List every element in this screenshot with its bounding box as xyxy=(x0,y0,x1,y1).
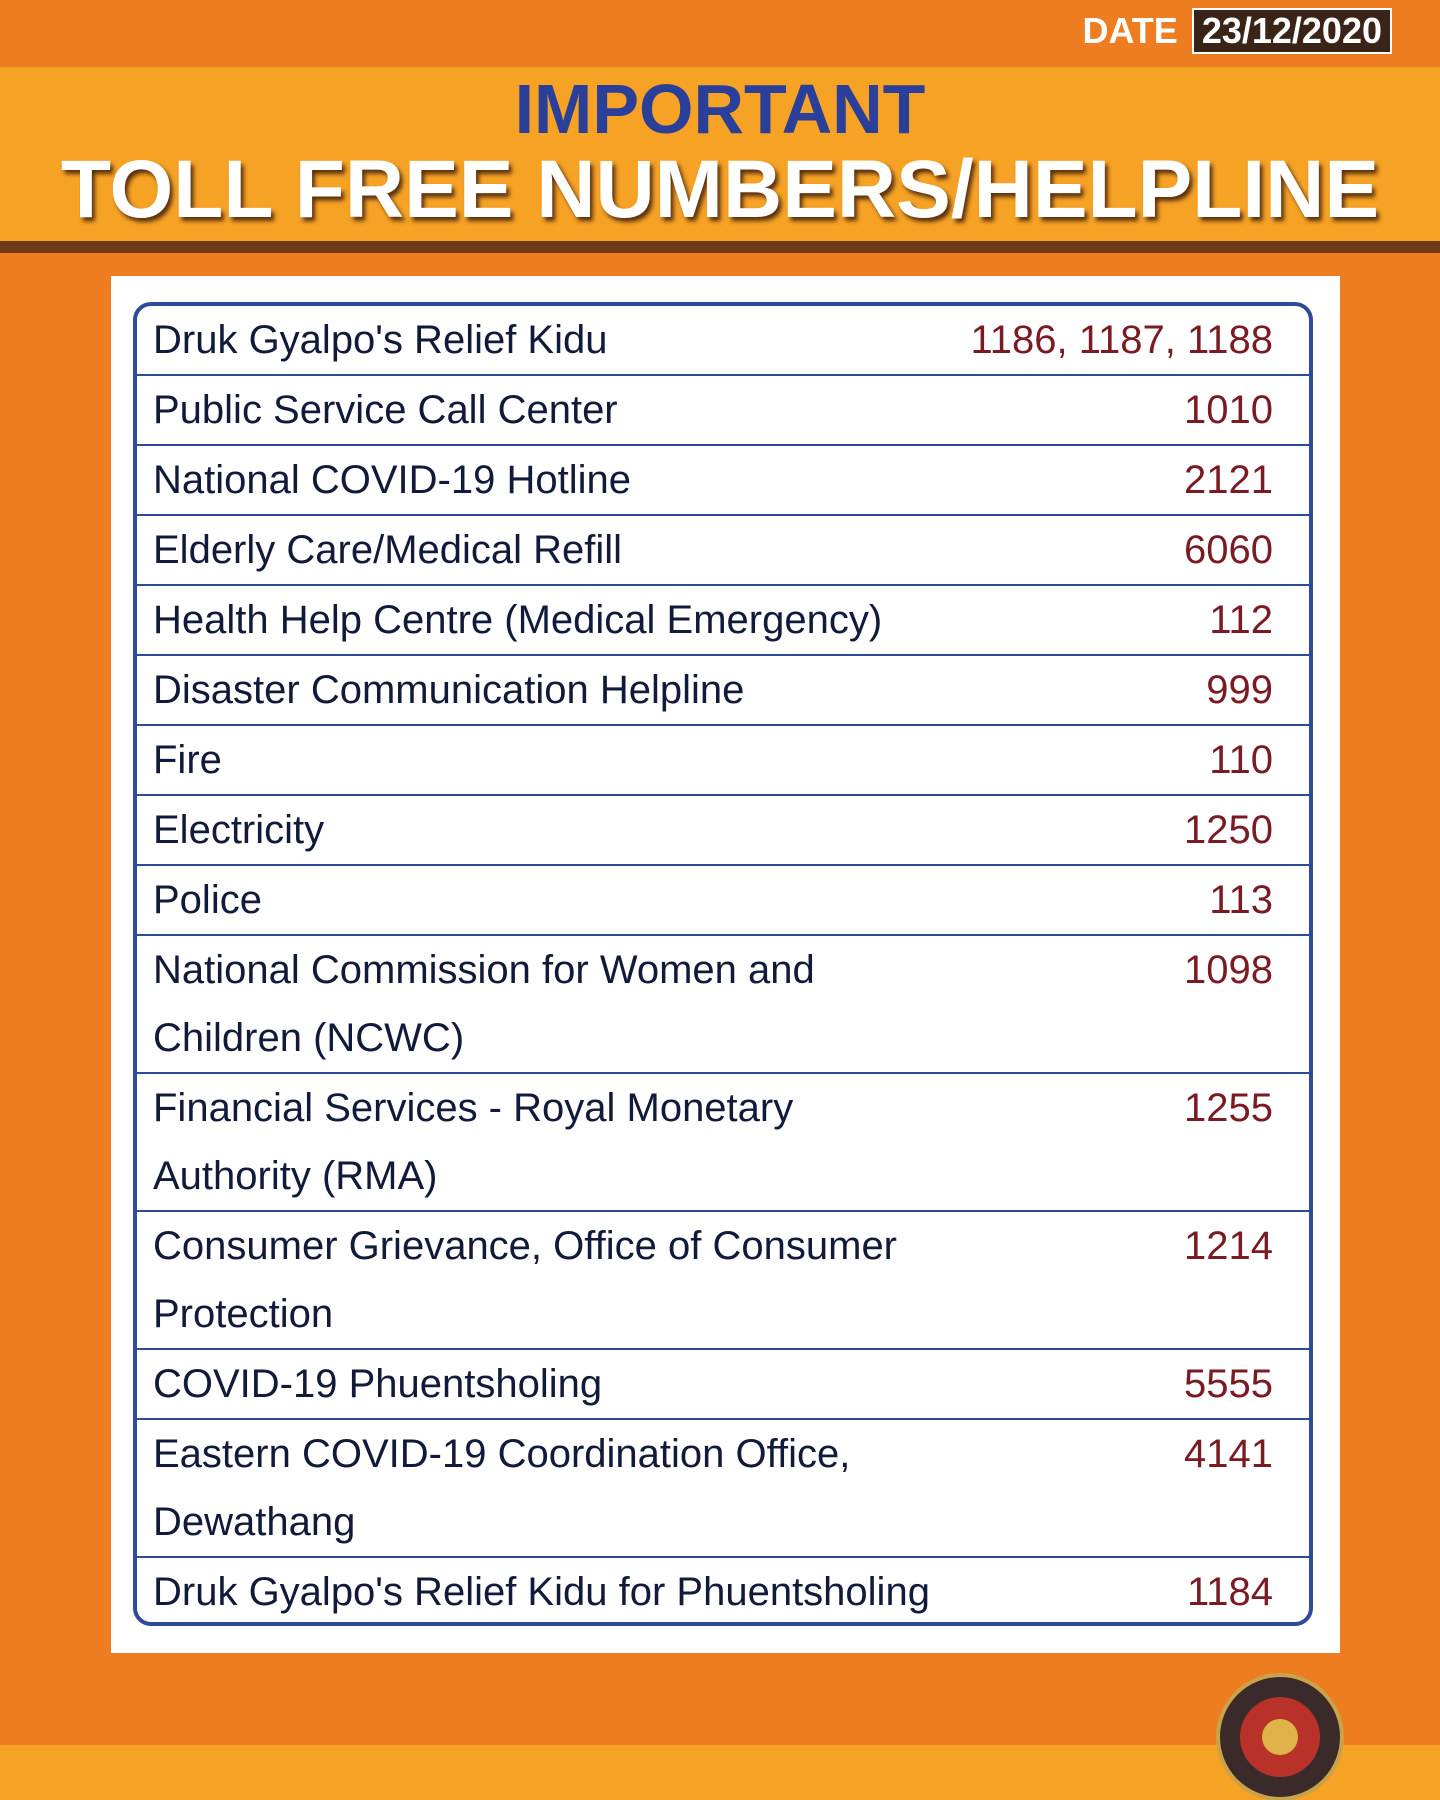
phone-number: 1186, 1187, 1188 xyxy=(953,306,1309,376)
phone-number: 6060 xyxy=(953,515,1309,586)
phone-number: 113 xyxy=(953,865,1309,936)
service-name: Consumer Grievance, Office of Consumer P… xyxy=(137,1211,953,1350)
emblem xyxy=(1216,1673,1344,1800)
title-line2: TOLL FREE NUMBERS/HELPLINE xyxy=(60,144,1380,235)
service-name: Disaster Communication Helpline xyxy=(137,655,953,726)
phone-number: 1255 xyxy=(953,1073,1309,1212)
phone-number: 1214 xyxy=(953,1211,1309,1350)
date-label: DATE xyxy=(1082,10,1178,51)
service-name: National COVID-19 Hotline xyxy=(137,445,953,516)
title-line1: IMPORTANT xyxy=(514,70,926,148)
service-name: Druk Gyalpo's Relief Kidu xyxy=(137,306,953,376)
table-row: Fire 110 xyxy=(137,725,1309,796)
table-row: Disaster Communication Helpline 999 xyxy=(137,655,1309,726)
table-row: National Commission for Women and Childr… xyxy=(137,935,1309,1074)
table-row: Electricity 1250 xyxy=(137,795,1309,866)
table-row: Financial Services - Royal Monetary Auth… xyxy=(137,1073,1309,1212)
service-name: Electricity xyxy=(137,795,953,866)
service-name: Police xyxy=(137,865,953,936)
table-row: National COVID-19 Hotline 2121 xyxy=(137,445,1309,516)
service-name: Financial Services - Royal Monetary Auth… xyxy=(137,1073,953,1212)
phone-number: 110 xyxy=(953,725,1309,796)
phone-number: 112 xyxy=(953,585,1309,656)
table-row: COVID-19 Phuentsholing 5555 xyxy=(137,1349,1309,1420)
service-name: Eastern COVID-19 Coordination Office, De… xyxy=(137,1419,953,1558)
phone-number: 2121 xyxy=(953,445,1309,516)
table-row: Eastern COVID-19 Coordination Office, De… xyxy=(137,1419,1309,1558)
date-block: DATE 23/12/2020 xyxy=(1082,8,1392,54)
helpline-table: Druk Gyalpo's Relief Kidu 1186, 1187, 118… xyxy=(137,306,1309,1622)
table-row: Consumer Grievance, Office of Consumer P… xyxy=(137,1211,1309,1350)
table-row: Druk Gyalpo's Relief Kidu for Phuentshol… xyxy=(137,1557,1309,1622)
table-row: Public Service Call Center 1010 xyxy=(137,375,1309,446)
table-frame: Druk Gyalpo's Relief Kidu 1186, 1187, 118… xyxy=(133,302,1313,1626)
table-row: Health Help Centre (Medical Emergency) 11… xyxy=(137,585,1309,656)
service-name: Health Help Centre (Medical Emergency) xyxy=(137,585,953,656)
phone-number: 1010 xyxy=(953,375,1309,446)
table-row: Druk Gyalpo's Relief Kidu 1186, 1187, 118… xyxy=(137,306,1309,376)
service-name: Public Service Call Center xyxy=(137,375,953,446)
service-name: COVID-19 Phuentsholing xyxy=(137,1349,953,1420)
phone-number: 999 xyxy=(953,655,1309,726)
date: 23/12/2020 xyxy=(1191,8,1392,54)
banner: IMPORTANT TOLL FREE NUMBERS/HELPLINE xyxy=(0,67,1440,253)
panel: Druk Gyalpo's Relief Kidu 1186, 1187, 118… xyxy=(111,276,1340,1653)
phone-number: 5555 xyxy=(953,1349,1309,1420)
service-name: Druk Gyalpo's Relief Kidu for Phuentshol… xyxy=(153,1570,930,1614)
phone-number: 1098 xyxy=(953,935,1309,1074)
phone-number: 1250 xyxy=(953,795,1309,866)
bottom-bar xyxy=(0,1745,1440,1800)
table-row: Police 113 xyxy=(137,865,1309,936)
phone-number: 4141 xyxy=(953,1419,1309,1558)
service-name: Elderly Care/Medical Refill xyxy=(137,515,953,586)
phone-number: 1184 xyxy=(1186,1570,1273,1614)
table-row: Elderly Care/Medical Refill 6060 xyxy=(137,515,1309,586)
service-name: National Commission for Women and Childr… xyxy=(137,935,953,1074)
service-name: Fire xyxy=(137,725,953,796)
